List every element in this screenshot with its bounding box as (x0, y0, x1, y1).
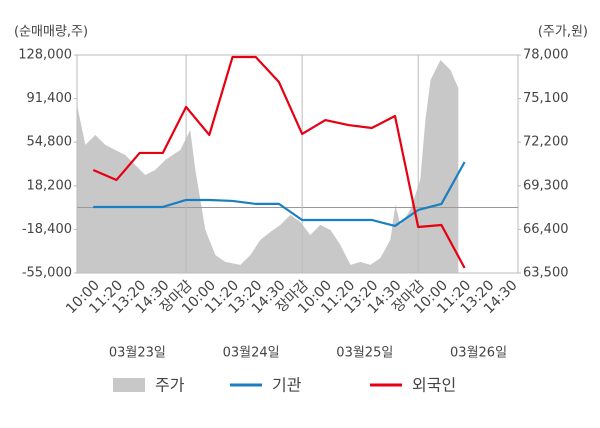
y-tick-label: -55,000 (22, 266, 72, 281)
y2-tick-label: 72,200 (523, 135, 569, 150)
y-tick-label: 91,400 (27, 91, 73, 106)
y-tick-label: 128,000 (18, 48, 72, 63)
date-label: 03월25일 (336, 346, 393, 361)
y2-tick-label: 78,000 (523, 48, 569, 63)
y2-axis-title: (주가,원) (538, 25, 588, 40)
y-axis-title: (순매매량,주) (14, 25, 88, 40)
legend-item: 주가 (113, 376, 185, 395)
y-tick-label: -18,400 (22, 222, 72, 237)
price-area (77, 59, 459, 273)
series-line (92, 55, 466, 269)
y-tick-label: 18,200 (27, 178, 73, 193)
plot-frame (76, 54, 519, 274)
date-label: 03월23일 (109, 346, 166, 361)
legend-label: 주가 (155, 376, 185, 395)
date-label: 03월26일 (450, 346, 507, 361)
legend-label: 기관 (272, 376, 302, 395)
legend-item: 외국인 (370, 376, 456, 395)
y2-tick-label: 75,100 (523, 91, 569, 106)
y2-tick-label: 63,500 (523, 266, 569, 281)
y2-tick-label: 66,400 (523, 222, 569, 237)
legend-item: 기관 (230, 376, 302, 395)
y2-tick-label: 69,300 (523, 178, 569, 193)
legend-swatch (113, 378, 145, 392)
date-label: 03월24일 (223, 346, 280, 361)
series-line (93, 161, 466, 228)
y-tick-label: 54,800 (27, 135, 73, 150)
legend-label: 외국인 (412, 376, 456, 395)
